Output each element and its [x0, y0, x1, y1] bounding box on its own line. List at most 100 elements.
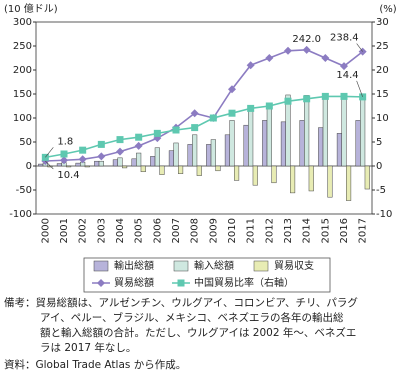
marker — [191, 124, 199, 132]
marker — [228, 109, 236, 117]
bar — [192, 134, 198, 167]
y-tick-label: 300 — [13, 17, 32, 28]
marker — [116, 136, 124, 144]
y2-tick-label: -5 — [376, 185, 386, 196]
bar — [150, 156, 156, 167]
bar — [159, 165, 165, 175]
x-tick-label: 2007 — [171, 218, 182, 243]
y2-tick-label: 20 — [376, 65, 389, 76]
y-tick-label: 100 — [13, 113, 32, 124]
x-tick-label: 2004 — [115, 218, 126, 243]
bar — [355, 120, 361, 167]
marker — [302, 45, 311, 54]
marker — [153, 129, 161, 137]
marker — [303, 95, 311, 103]
marker — [135, 133, 143, 141]
x-tick-label: 2001 — [59, 218, 70, 243]
bar — [262, 120, 268, 167]
legend-swatch — [173, 260, 189, 272]
y-tick-label: -100 — [9, 209, 32, 220]
legend-marker — [97, 279, 105, 287]
x-tick-label: 2011 — [246, 218, 257, 243]
y-tick-label: 50 — [19, 137, 32, 148]
x-tick-label: 2006 — [152, 218, 163, 243]
bar — [75, 162, 81, 167]
bar — [173, 142, 179, 167]
bar — [346, 165, 352, 201]
legend-label: 輸入総額 — [194, 259, 234, 272]
y2-tick-label: 30 — [376, 17, 389, 28]
marker — [134, 141, 143, 150]
bar — [178, 165, 184, 174]
y-tick-label: -50 — [16, 185, 32, 196]
note-line: 備考：貿易総額は、アルゼンチン、ウルグアイ、コロンビア、チリ、パラグ — [4, 296, 358, 309]
legend-swatch — [93, 260, 109, 272]
y2-tick-label: 5 — [376, 137, 382, 148]
bar — [308, 165, 314, 192]
plot-frame — [35, 21, 373, 215]
x-tick-label: 2005 — [134, 218, 145, 243]
x-tick-label: 2008 — [190, 218, 201, 243]
marker — [284, 46, 292, 55]
x-tick-label: 2002 — [78, 218, 89, 243]
bar — [131, 158, 137, 167]
bar — [98, 160, 104, 167]
data-label: 1.8 — [57, 136, 73, 147]
x-tick-label: 2012 — [264, 218, 275, 243]
legend-swatch — [253, 260, 269, 272]
marker — [228, 85, 236, 94]
bar — [266, 103, 272, 167]
bar — [224, 134, 230, 167]
marker — [97, 140, 105, 148]
marker — [78, 155, 87, 164]
bar — [327, 165, 333, 198]
y-tick-label: 150 — [13, 89, 32, 100]
data-label: 14.4 — [336, 70, 358, 81]
legend-box — [83, 257, 331, 293]
leader — [45, 147, 54, 158]
leader — [356, 80, 363, 97]
data-label: 10.4 — [57, 170, 79, 181]
marker — [116, 147, 124, 156]
bar — [280, 121, 286, 167]
y-tick-label: 200 — [13, 65, 32, 76]
bar — [248, 105, 254, 167]
bar — [168, 150, 174, 167]
x-tick-label: 2014 — [302, 218, 313, 243]
bar — [117, 157, 123, 167]
bar — [38, 163, 44, 167]
legend-label: 輸出総額 — [114, 259, 154, 272]
bar — [112, 159, 118, 167]
bar — [285, 94, 291, 167]
data-label: 242.0 — [292, 34, 321, 45]
leader — [356, 43, 363, 52]
y2-tick-label: 25 — [376, 41, 389, 52]
x-tick-label: 2015 — [320, 218, 331, 243]
x-tick-label: 2016 — [339, 218, 350, 243]
bar — [243, 124, 249, 167]
bar — [304, 95, 310, 167]
x-tick-label: 2003 — [96, 218, 107, 243]
marker — [340, 62, 348, 71]
marker — [209, 114, 217, 122]
x-tick-label: 2009 — [208, 218, 219, 243]
marker — [60, 150, 68, 158]
y2-tick-label: 15 — [376, 89, 389, 100]
bar — [336, 133, 342, 167]
bar — [56, 163, 62, 167]
y2-tick-label: 0 — [376, 161, 382, 172]
line — [45, 95, 363, 159]
x-tick-label: 2013 — [283, 218, 294, 243]
y-axis-label: (10 億ドル) — [4, 2, 58, 15]
bar — [136, 152, 142, 167]
leader — [45, 160, 54, 170]
marker — [79, 146, 87, 154]
marker — [190, 109, 199, 118]
bar — [187, 144, 193, 167]
bar — [290, 165, 296, 194]
bar — [122, 165, 128, 169]
legend-label: 貿易収支 — [274, 260, 314, 272]
bar — [299, 120, 305, 167]
bar — [271, 165, 277, 184]
